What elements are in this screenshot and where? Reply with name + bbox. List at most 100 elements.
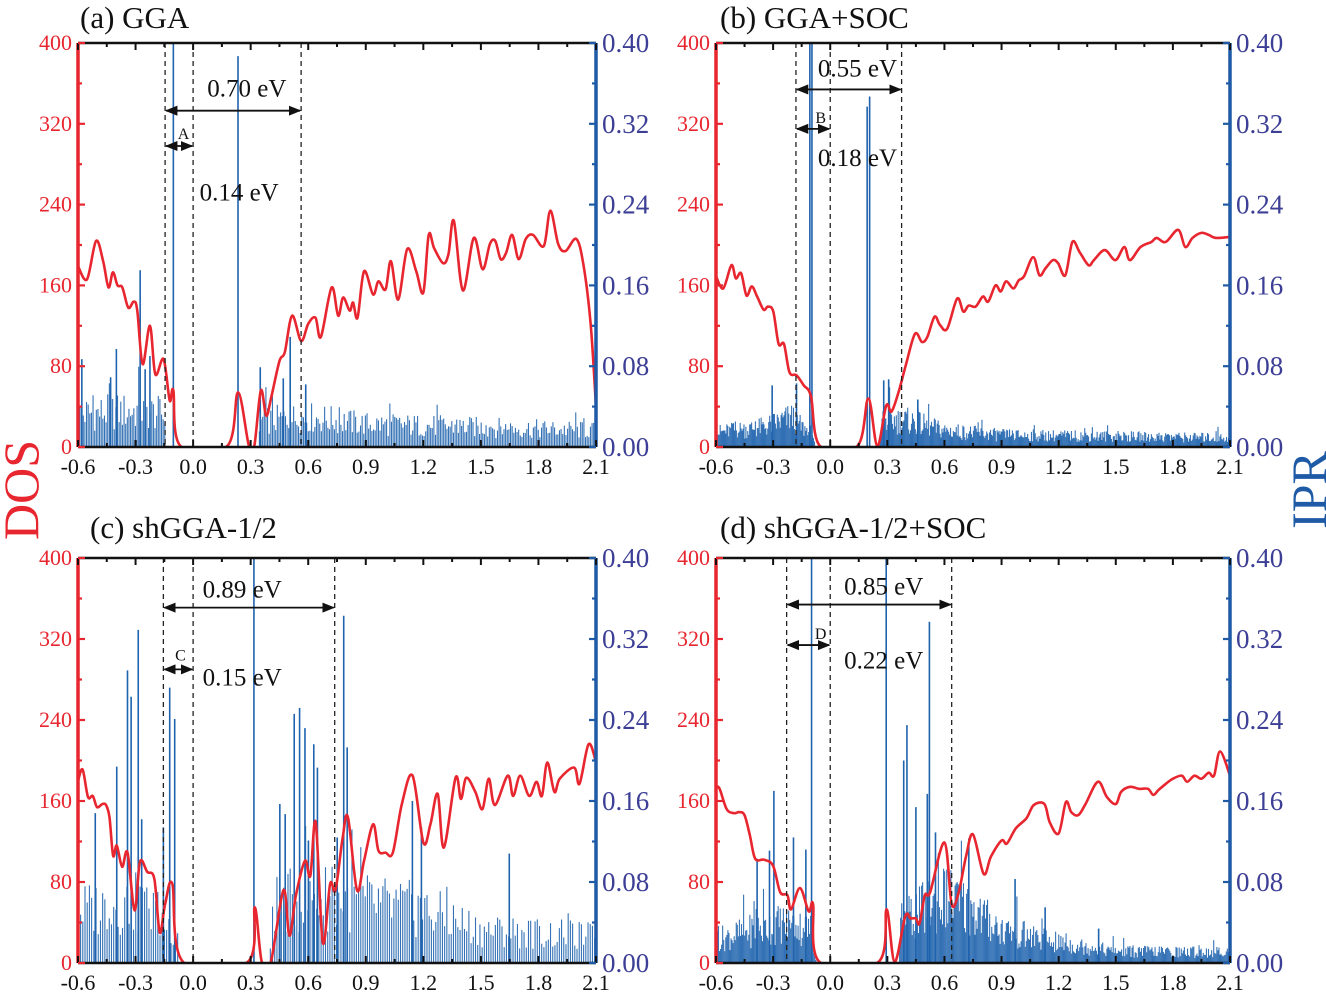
y-tick-label-dos: 0 bbox=[61, 434, 72, 459]
y-tick-label-dos: 320 bbox=[677, 626, 710, 651]
x-tick-label: 0.3 bbox=[237, 454, 265, 479]
x-tick-label: 0.9 bbox=[352, 454, 380, 479]
x-tick-label: 0.3 bbox=[874, 970, 902, 992]
x-tick-label: 0.3 bbox=[874, 454, 902, 479]
panel-d: (d) shGGA-1/2+SOC 0.85 eV 0.22 eV D -0.6 -0.3… bbox=[677, 510, 1284, 992]
y-tick-label-dos: 320 bbox=[39, 626, 72, 651]
y-tick-label-ipr: 0.00 bbox=[1236, 948, 1283, 978]
panel-a: (a) GGA 0.70 eV 0.14 eV A -0.6 -0.3 0.0 0.3 0.6 0… bbox=[39, 0, 650, 479]
y-tick-label-ipr: 0.32 bbox=[1236, 624, 1283, 654]
gap-annotation: 0.55 eV bbox=[818, 55, 897, 82]
y-tick-label-ipr: 0.40 bbox=[1236, 543, 1283, 573]
panel-title: (c) shGGA-1/2 bbox=[90, 510, 277, 545]
x-tick-label: 0.9 bbox=[988, 970, 1016, 992]
dos-curve bbox=[78, 742, 596, 963]
x-tick-label: -0.3 bbox=[756, 454, 791, 479]
x-tick-label: 0.9 bbox=[352, 970, 380, 992]
y-tick-label-dos: 240 bbox=[39, 707, 72, 732]
x-tick-label: -0.6 bbox=[699, 970, 734, 992]
y-tick-label-ipr: 0.32 bbox=[1236, 109, 1283, 139]
y-tick-label-dos: 0 bbox=[699, 950, 710, 975]
y-tick-label-dos: 160 bbox=[677, 788, 710, 813]
y-tick-label-dos: 240 bbox=[677, 707, 710, 732]
x-tick-label: -0.3 bbox=[118, 970, 153, 992]
x-tick-label: 0.9 bbox=[988, 454, 1016, 479]
x-tick-label: 1.5 bbox=[467, 454, 495, 479]
y-tick-label-ipr: 0.08 bbox=[602, 351, 649, 381]
y-tick-label-dos: 80 bbox=[688, 353, 710, 378]
y-tick-label-ipr: 0.16 bbox=[1236, 786, 1283, 816]
y-tick-label-ipr: 0.00 bbox=[602, 948, 649, 978]
x-tick-label: -0.6 bbox=[61, 454, 96, 479]
x-tick-label: 0.0 bbox=[179, 454, 207, 479]
y-axis-label-ipr: IPR bbox=[1281, 450, 1326, 528]
panel-title: (a) GGA bbox=[80, 0, 190, 35]
y-tick-label-ipr: 0.16 bbox=[602, 270, 649, 300]
x-tick-label: 0.0 bbox=[179, 970, 207, 992]
x-tick-label: 2.1 bbox=[582, 970, 610, 992]
x-tick-label: 1.5 bbox=[1102, 454, 1130, 479]
y-tick-label-dos: 320 bbox=[677, 111, 710, 136]
x-tick-label: 0.6 bbox=[931, 454, 959, 479]
y-tick-label-dos: 400 bbox=[39, 30, 72, 55]
gap-annotation: A bbox=[178, 126, 190, 143]
x-tick-label: -0.3 bbox=[118, 454, 153, 479]
gap-annotation: D bbox=[815, 626, 827, 643]
y-tick-label-ipr: 0.40 bbox=[602, 28, 649, 58]
gap-annotation: 0.22 eV bbox=[844, 647, 923, 674]
y-tick-label-ipr: 0.08 bbox=[602, 867, 649, 897]
panel-title: (d) shGGA-1/2+SOC bbox=[720, 510, 986, 545]
x-tick-label: 2.1 bbox=[582, 454, 610, 479]
y-tick-label-ipr: 0.40 bbox=[1236, 28, 1283, 58]
y-tick-label-ipr: 0.32 bbox=[602, 109, 649, 139]
gap-annotation: C bbox=[175, 647, 186, 664]
ipr-bars bbox=[716, 43, 1230, 447]
gap-annotation: 0.85 eV bbox=[844, 573, 923, 600]
x-tick-label: 1.2 bbox=[1045, 454, 1073, 479]
y-tick-label-ipr: 0.24 bbox=[602, 705, 650, 735]
panel-title: (b) GGA+SOC bbox=[720, 0, 909, 35]
y-tick-label-ipr: 0.00 bbox=[602, 432, 649, 462]
x-tick-label: 0.6 bbox=[294, 970, 322, 992]
x-tick-label: 0.6 bbox=[294, 454, 322, 479]
y-tick-label-dos: 80 bbox=[50, 869, 72, 894]
x-tick-label: 0.3 bbox=[237, 970, 265, 992]
y-tick-label-dos: 160 bbox=[677, 272, 710, 297]
panel-c: (c) shGGA-1/20.89 eV0.15 eVC-0.6 -0.3 0.0 0… bbox=[39, 510, 650, 992]
y-tick-label-ipr: 0.24 bbox=[1236, 190, 1284, 220]
y-tick-label-ipr: 0.08 bbox=[1236, 867, 1283, 897]
dos-curve bbox=[716, 228, 1230, 447]
panel-b: (b) GGA+SOC 0.55 eV 0.18 eV B -0.6 -0.3 0.0 0.3… bbox=[677, 0, 1284, 479]
x-tick-label: 1.2 bbox=[1045, 970, 1073, 992]
x-tick-label: -0.6 bbox=[61, 970, 96, 992]
x-tick-label: 1.5 bbox=[467, 970, 495, 992]
x-tick-label: 1.2 bbox=[410, 454, 438, 479]
y-tick-label-dos: 0 bbox=[61, 950, 72, 975]
panels: (a) GGA 0.70 eV 0.14 eV A -0.6 -0.3 0.0 0.3 0.6 0… bbox=[39, 0, 1284, 992]
x-tick-label: 0.0 bbox=[816, 454, 844, 479]
y-tick-label-dos: 160 bbox=[39, 272, 72, 297]
y-tick-label-dos: 0 bbox=[699, 434, 710, 459]
y-tick-label-ipr: 0.32 bbox=[602, 624, 649, 654]
y-tick-label-ipr: 0.40 bbox=[602, 543, 649, 573]
dos-curve bbox=[716, 750, 1230, 963]
x-tick-label: 1.8 bbox=[1159, 970, 1187, 992]
gap-annotation: B bbox=[815, 110, 826, 127]
x-tick-label: 1.8 bbox=[525, 970, 553, 992]
dos-curve bbox=[78, 209, 596, 447]
y-axis-label-dos: DOS bbox=[0, 440, 49, 540]
y-tick-label-ipr: 0.16 bbox=[602, 786, 649, 816]
x-tick-label: 1.8 bbox=[525, 454, 553, 479]
y-tick-label-dos: 240 bbox=[39, 192, 72, 217]
x-tick-label: 1.5 bbox=[1102, 970, 1130, 992]
gap-annotation: 0.15 eV bbox=[203, 665, 282, 692]
y-tick-label-dos: 400 bbox=[677, 545, 710, 570]
y-tick-label-ipr: 0.24 bbox=[602, 190, 650, 220]
y-tick-label-ipr: 0.00 bbox=[1236, 432, 1283, 462]
ipr-bars bbox=[78, 43, 596, 447]
x-tick-label: 0.6 bbox=[931, 970, 959, 992]
gap-annotation: 0.14 eV bbox=[200, 180, 279, 207]
y-tick-label-dos: 400 bbox=[677, 30, 710, 55]
y-tick-label-dos: 240 bbox=[677, 192, 710, 217]
